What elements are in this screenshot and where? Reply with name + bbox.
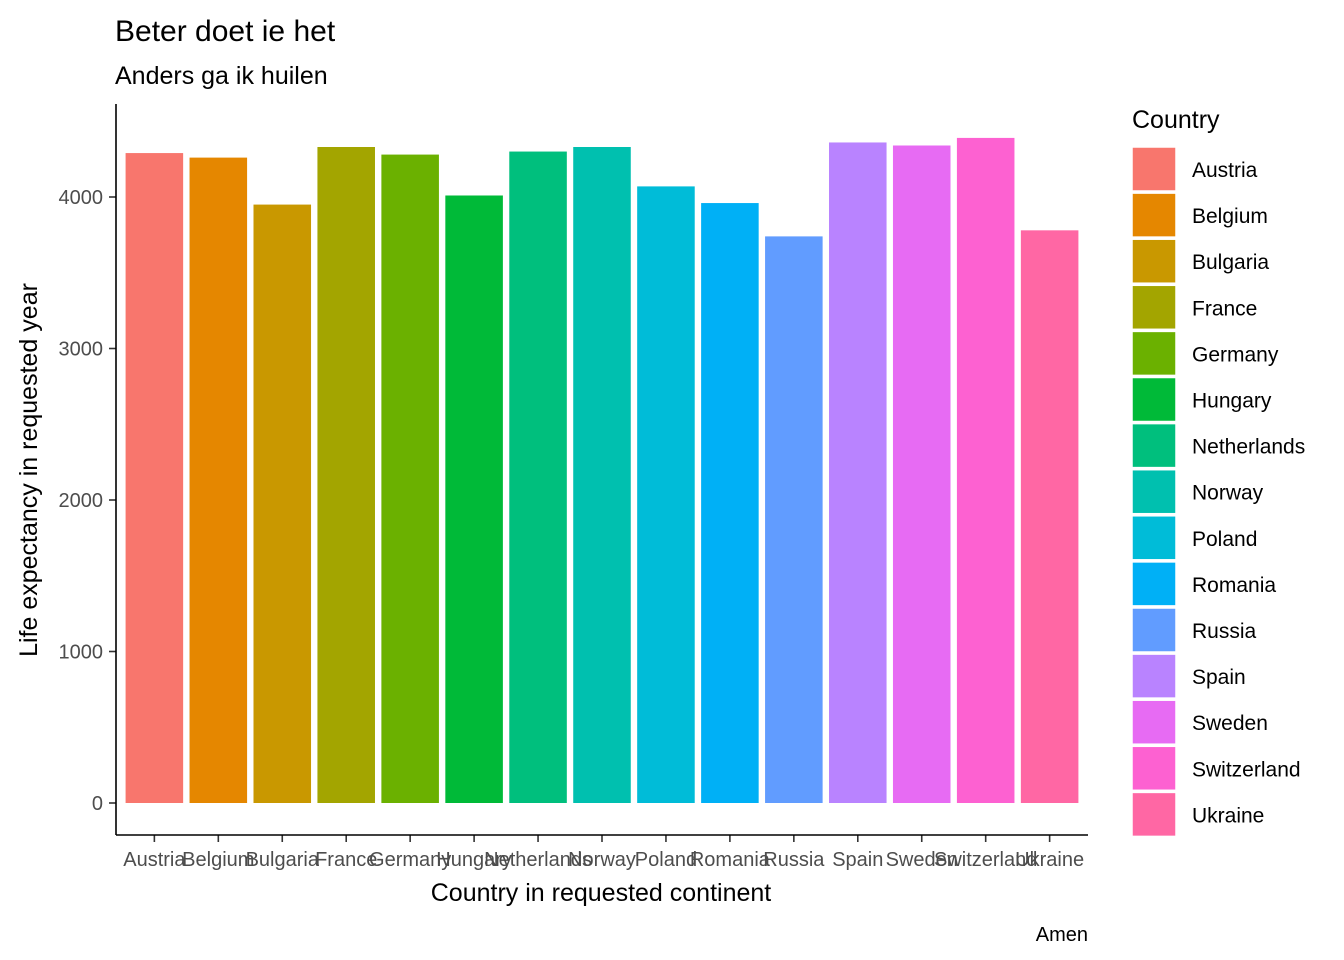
bar-netherlands [509,151,567,804]
bar-romania [701,203,759,803]
x-tick-label-bulgaria: Bulgaria [246,849,320,871]
legend-key-hungary [1131,376,1177,423]
bar-ukraine [1020,230,1079,803]
bar-russia [765,236,823,803]
x-tick-label-france: France [315,849,377,871]
x-axis-title: Country in requested continent [431,879,772,907]
y-tick-label-2000: 2000 [59,490,104,512]
legend-key-poland [1131,515,1177,561]
x-tick-label-sweden: Sweden [886,849,958,871]
x-tick-label-norway: Norway [568,849,636,871]
legend-label-sweden: Sweden [1192,712,1268,735]
chart-title: Beter doet ie het [115,15,336,48]
legend-label-spain: Spain [1192,666,1246,689]
bar-spain [829,142,887,803]
bar-bulgaria [253,204,312,803]
y-tick-label-3000: 3000 [59,339,104,361]
legend-label-russia: Russia [1192,620,1257,643]
bar-poland [637,186,695,803]
legend-label-norway: Norway [1192,482,1264,505]
legend-title: Country [1132,106,1220,134]
x-tick-label-ukraine: Ukraine [1015,849,1084,871]
y-tick-label-0: 0 [92,793,103,815]
bar-norway [573,147,631,803]
chart-subtitle: Anders ga ik huilen [115,62,328,90]
x-tick-label-romania: Romania [690,849,771,871]
legend-label-romania: Romania [1192,574,1276,597]
legend-key-netherlands [1131,422,1177,469]
bar-france [317,147,375,803]
y-axis: 0 1000 2000 3000 4000 [59,104,117,835]
legend-key-belgium [1131,192,1177,238]
legend-label-poland: Poland [1192,528,1257,551]
x-tick-label-poland: Poland [635,849,697,871]
legend-key-bulgaria [1131,238,1177,284]
x-tick-label-austria: Austria [123,849,186,871]
legend-label-france: France [1192,297,1257,320]
x-tick-label-germany: Germany [369,849,451,871]
legend-label-netherlands: Netherlands [1192,436,1305,459]
legend-key-norway [1131,468,1177,515]
y-tick-label-1000: 1000 [59,642,104,664]
bar-sweden [892,145,951,804]
x-tick-label-russia: Russia [763,849,825,871]
legend-key-ukraine [1131,791,1177,838]
y-axis-title: Life expectancy in requested year [15,283,43,657]
legend-label-hungary: Hungary [1192,390,1272,413]
legend-key-sweden [1131,699,1177,745]
legend-label-ukraine: Ukraine [1192,804,1264,827]
bars-group [125,137,1079,804]
bar-hungary [445,195,503,804]
x-tick-label-netherlands: Netherlands [484,849,592,871]
x-tick-label-switzerland: Switzerland [934,849,1037,871]
legend-label-bulgaria: Bulgaria [1192,251,1269,274]
legend-key-romania [1131,561,1177,607]
legend-label-belgium: Belgium [1192,205,1268,228]
bar-switzerland [956,137,1015,803]
legend-label-austria: Austria [1192,159,1258,182]
x-tick-label-belgium: Belgium [182,849,254,871]
x-axis: AustriaBelgiumBulgariaFranceGermanyHunga… [116,834,1088,871]
bar-germany [381,154,439,803]
legend: Country Austria Belgium Bulgaria France Germ… [1131,106,1305,838]
legend-key-austria [1131,146,1177,192]
legend-label-germany: Germany [1192,343,1279,366]
legend-label-switzerland: Switzerland [1192,758,1301,781]
legend-key-france [1131,284,1177,331]
x-tick-label-hungary: Hungary [436,849,512,871]
bar-austria [125,153,184,803]
legend-key-germany [1131,330,1177,377]
legend-key-spain [1131,653,1177,699]
legend-key-switzerland [1131,745,1177,792]
chart-caption: Amen [1036,924,1088,946]
y-tick-label-4000: 4000 [59,187,104,209]
legend-key-russia [1131,607,1177,653]
bar-belgium [189,157,248,804]
x-tick-label-spain: Spain [832,849,883,871]
